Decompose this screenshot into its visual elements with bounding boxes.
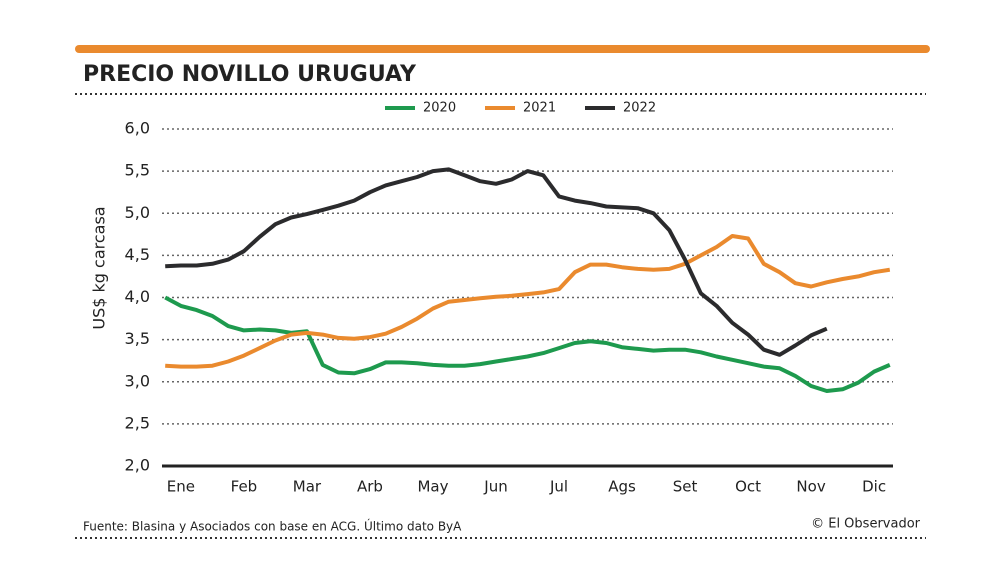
- x-tick-label: Arb: [357, 478, 383, 496]
- line-series: [165, 234, 891, 369]
- x-tick-label: Set: [673, 478, 698, 496]
- y-tick-label: 4,5: [125, 245, 150, 264]
- y-tick-label: 4,0: [125, 287, 150, 306]
- y-tick-label: 3,5: [125, 329, 150, 348]
- x-tick-label: Ags: [608, 478, 636, 496]
- source-note: Fuente: Blasina y Asociados con base en …: [83, 519, 462, 534]
- x-tick-label: Nov: [796, 478, 825, 496]
- line-series: [164, 295, 891, 393]
- legend-label: 2020: [423, 101, 456, 116]
- y-tick-label: 2,0: [125, 456, 150, 475]
- y-tick-label: 5,0: [125, 203, 150, 222]
- y-axis-label: US$ kg carcasa: [90, 206, 109, 329]
- line-series: [165, 167, 828, 357]
- credit: © El Observador: [811, 517, 921, 532]
- x-tick-label: Ene: [167, 478, 195, 496]
- x-tick-label: Feb: [231, 478, 258, 496]
- x-tick-label: Jun: [483, 478, 507, 496]
- y-tick-label: 2,5: [125, 413, 150, 432]
- y-tick-label: 5,5: [125, 161, 150, 180]
- chart-title: PRECIO NOVILLO URUGUAY: [83, 62, 417, 87]
- x-tick-label: Jul: [549, 478, 568, 496]
- legend-label: 2022: [623, 101, 656, 116]
- x-tick-label: Oct: [735, 478, 761, 496]
- x-tick-label: Dic: [862, 478, 886, 496]
- y-tick-label: 3,0: [125, 371, 150, 390]
- y-tick-label: 6,0: [125, 119, 150, 138]
- legend-label: 2021: [523, 101, 556, 116]
- x-tick-label: Mar: [293, 478, 322, 496]
- x-tick-label: May: [417, 478, 448, 496]
